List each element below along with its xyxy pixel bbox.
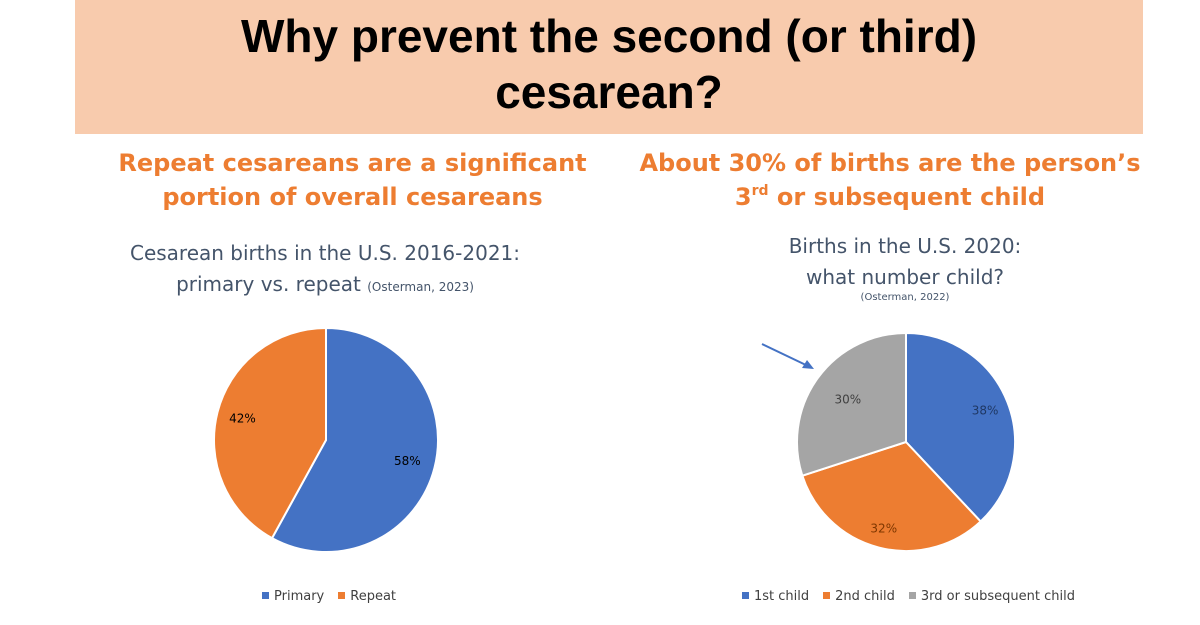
right-subhead: About 30% of births are the person’s 3rd… — [620, 146, 1160, 214]
right-pie-slice-2 — [796, 331, 907, 477]
left-legend-item-0: Primary — [262, 589, 324, 604]
slide-title-line2: cesarean? — [495, 66, 723, 118]
right-pie-label-1: 32% — [870, 522, 897, 536]
left-chart-title-main: primary vs. repeat — [176, 272, 361, 296]
right-legend-label-2: 3rd or subsequent child — [920, 589, 1075, 604]
right-subhead-rest: or subsequent child — [768, 183, 1046, 211]
left-pie-slice-1 — [213, 326, 327, 540]
right-chart-citation: (Osterman, 2022) — [860, 292, 950, 303]
right-subhead-ordinal-suffix: rd — [751, 183, 769, 199]
right-legend: 1st child 2nd child 3rd or subsequent chil… — [742, 589, 1089, 604]
right-legend-label-0: 1st child — [754, 589, 810, 604]
left-pie-slice-0 — [270, 326, 439, 553]
left-chart-title: Cesarean births in the U.S. 2016-2021: p… — [100, 238, 550, 303]
right-legend-item-0: 1st child — [742, 589, 809, 604]
right-legend-swatch-2 — [908, 592, 916, 599]
right-pie-slice-1 — [801, 440, 983, 552]
arrow-icon — [761, 343, 814, 369]
right-subhead-line1: About 30% of births are the person’s — [639, 149, 1141, 177]
title-banner: Why prevent the second (or third) cesare… — [75, 0, 1143, 134]
right-pie-label-0: 38% — [972, 404, 999, 418]
right-legend-swatch-0 — [742, 592, 749, 599]
right-pie: 38% 32% 30% — [796, 331, 1016, 552]
right-subhead-ordinal: 3 — [734, 183, 752, 211]
right-legend-label-1: 2nd child — [835, 589, 895, 604]
left-legend-swatch-0 — [262, 592, 269, 599]
left-subhead-line2: portion of overall cesareans — [162, 183, 543, 211]
slide-title: Why prevent the second (or third) cesare… — [75, 8, 1143, 120]
left-pie-label-1: 42% — [229, 412, 256, 426]
left-legend-swatch-1 — [338, 592, 346, 599]
left-subhead-line1: Repeat cesareans are a significant — [118, 149, 587, 177]
right-subhead-line2: 3rd or subsequent child — [620, 180, 1160, 214]
right-pie-label-2: 30% — [834, 393, 861, 407]
left-legend: Primary Repeat — [262, 589, 410, 604]
right-chart-title-line2: what number child? — [806, 265, 1004, 289]
left-chart-title-line2: primary vs. repeat (Osterman, 2023) — [100, 269, 550, 303]
left-chart-citation: (Osterman, 2023) — [367, 280, 474, 294]
right-legend-item-2: 3rd or subsequent child — [908, 589, 1075, 604]
left-pie-label-0: 58% — [394, 454, 421, 468]
left-legend-item-1: Repeat — [338, 589, 396, 604]
left-subhead: Repeat cesareans are a significant porti… — [60, 146, 645, 214]
right-chart-title-line1: Births in the U.S. 2020: — [788, 234, 1022, 258]
right-chart-title: Births in the U.S. 2020: what number chi… — [700, 231, 1110, 293]
left-pie: 58% 42% — [213, 326, 439, 553]
left-chart-title-line1: Cesarean births in the U.S. 2016-2021: — [129, 241, 521, 265]
slide-title-line1: Why prevent the second (or third) — [240, 10, 978, 62]
right-pie-slice-0 — [905, 331, 1016, 523]
left-legend-label-0: Primary — [274, 589, 325, 604]
left-legend-label-1: Repeat — [350, 589, 397, 604]
right-legend-item-1: 2nd child — [823, 589, 895, 604]
right-legend-swatch-1 — [823, 592, 831, 599]
